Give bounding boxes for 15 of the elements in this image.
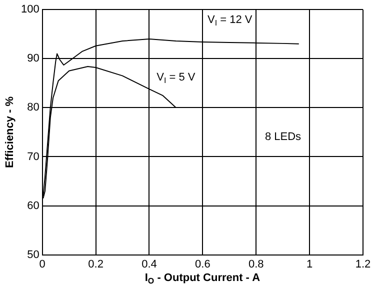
y-tick-label: 70 <box>27 150 40 163</box>
y-tick-label: 80 <box>27 102 40 114</box>
x-tick-label: 0.2 <box>88 258 104 270</box>
y-axis-title: Efficiency - % <box>4 96 16 168</box>
x-tick-label: 1.2 <box>355 258 371 270</box>
y-tick-label: 60 <box>27 200 40 212</box>
y-tick-label: 100 <box>20 4 40 16</box>
y-tick-label: 50 <box>27 248 40 261</box>
x-tick-label: 0.6 <box>195 258 210 270</box>
y-tick-label: 90 <box>27 52 40 65</box>
x-tick-label: 0.8 <box>248 258 264 270</box>
x-tick-label: 0 <box>39 258 46 270</box>
annotation: 8 LEDs <box>264 131 302 144</box>
x-tick-label: 0.4 <box>142 258 157 270</box>
x-tick-label: 1 <box>306 258 313 270</box>
